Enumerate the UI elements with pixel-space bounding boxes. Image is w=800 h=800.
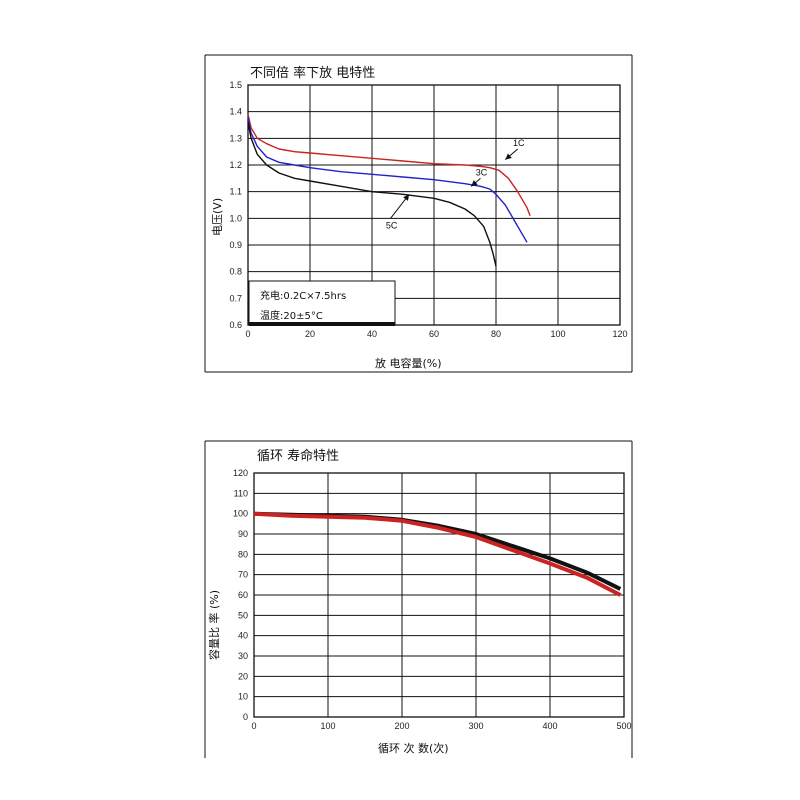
annotation-arrowhead <box>403 194 410 201</box>
x-tick-label: 100 <box>320 721 335 731</box>
y-tick-label: 1.4 <box>229 107 242 117</box>
y-tick-label: 90 <box>238 529 248 539</box>
y-tick-label: 40 <box>238 631 248 641</box>
cycle-life-chart: 循环 寿命特性 0 100 200 300 400 500 0 10 20 30 40 50 60 70… <box>204 440 633 758</box>
y-tick-label: 30 <box>238 651 248 661</box>
series-annotation-label: 1C <box>513 138 525 148</box>
y-tick-label: 100 <box>233 509 248 519</box>
x-tick-label: 20 <box>305 329 315 339</box>
x-axis-label: 放 电容量(%) <box>375 356 442 370</box>
y-tick-labels: 0 10 20 30 40 50 60 70 80 90 100 110 120 <box>233 468 248 722</box>
y-tick-label: 1.1 <box>229 187 242 197</box>
x-tick-label: 400 <box>542 721 557 731</box>
y-tick-labels: 0.6 0.7 0.8 0.9 1.0 1.1 1.2 1.3 1.4 1.5 <box>229 80 242 330</box>
y-tick-label: 80 <box>238 549 248 559</box>
y-axis-label: 电压(V) <box>211 198 224 236</box>
x-tick-label: 40 <box>367 329 377 339</box>
series-line-1c <box>247 114 531 216</box>
x-tick-label: 80 <box>491 329 501 339</box>
series-line-5c <box>247 122 497 267</box>
y-tick-label: 110 <box>234 488 248 498</box>
annotation-arrowhead <box>505 153 512 160</box>
charge-condition-text: 充电:0.2C×7.5hrs <box>260 289 346 302</box>
x-tick-labels: 0 20 40 60 80 100 120 <box>245 329 627 339</box>
x-tick-label: 0 <box>245 329 250 339</box>
x-tick-label: 100 <box>550 329 565 339</box>
series-line-2 <box>253 511 622 597</box>
grid <box>247 84 621 326</box>
x-axis-label: 循环 次 数(次) <box>378 741 449 755</box>
series-lines <box>247 114 531 267</box>
test-conditions-underline <box>249 322 395 326</box>
discharge-chart: 不同倍 率下放 电特性 3C 1C 5C 充电:0.2C×7.5hrs 温度:20±… <box>204 54 633 373</box>
y-tick-label: 0.9 <box>229 240 242 250</box>
x-tick-labels: 0 100 200 300 400 500 <box>251 721 631 731</box>
grid <box>253 472 625 718</box>
temperature-condition-text: 温度:20±5°C <box>260 309 323 322</box>
y-tick-label: 1.0 <box>229 213 242 223</box>
y-tick-label: 1.3 <box>229 133 242 143</box>
series-annotation-label: 3C <box>476 167 488 177</box>
y-axis-label: 容量比 率 (%) <box>207 590 221 660</box>
x-tick-label: 500 <box>616 721 631 731</box>
y-tick-label: 120 <box>233 468 248 478</box>
y-tick-label: 20 <box>238 671 248 681</box>
test-conditions-box <box>248 280 396 326</box>
series-line-1 <box>253 511 622 591</box>
y-tick-label: 70 <box>238 570 248 580</box>
y-tick-label: 0 <box>243 712 248 722</box>
y-tick-label: 0.7 <box>229 293 242 303</box>
annotation-arrowhead <box>471 180 478 187</box>
y-tick-label: 0.6 <box>229 320 242 330</box>
series-lines <box>253 511 622 597</box>
series-annotations: 3C 1C 5C <box>386 138 525 230</box>
x-tick-label: 200 <box>394 721 409 731</box>
chart-title: 不同倍 率下放 电特性 <box>250 65 375 81</box>
y-tick-label: 60 <box>238 590 248 600</box>
x-tick-label: 60 <box>429 329 439 339</box>
x-tick-label: 120 <box>612 329 627 339</box>
x-tick-label: 300 <box>468 721 483 731</box>
y-tick-label: 0.8 <box>229 267 242 277</box>
y-tick-label: 1.2 <box>229 160 242 170</box>
y-tick-label: 1.5 <box>229 80 242 90</box>
chart-title: 循环 寿命特性 <box>257 448 339 464</box>
series-annotation-label: 5C <box>386 220 398 230</box>
series-line-3c <box>247 116 528 243</box>
y-tick-label: 50 <box>238 610 248 620</box>
y-tick-label: 10 <box>238 692 248 702</box>
x-tick-label: 0 <box>251 721 256 731</box>
